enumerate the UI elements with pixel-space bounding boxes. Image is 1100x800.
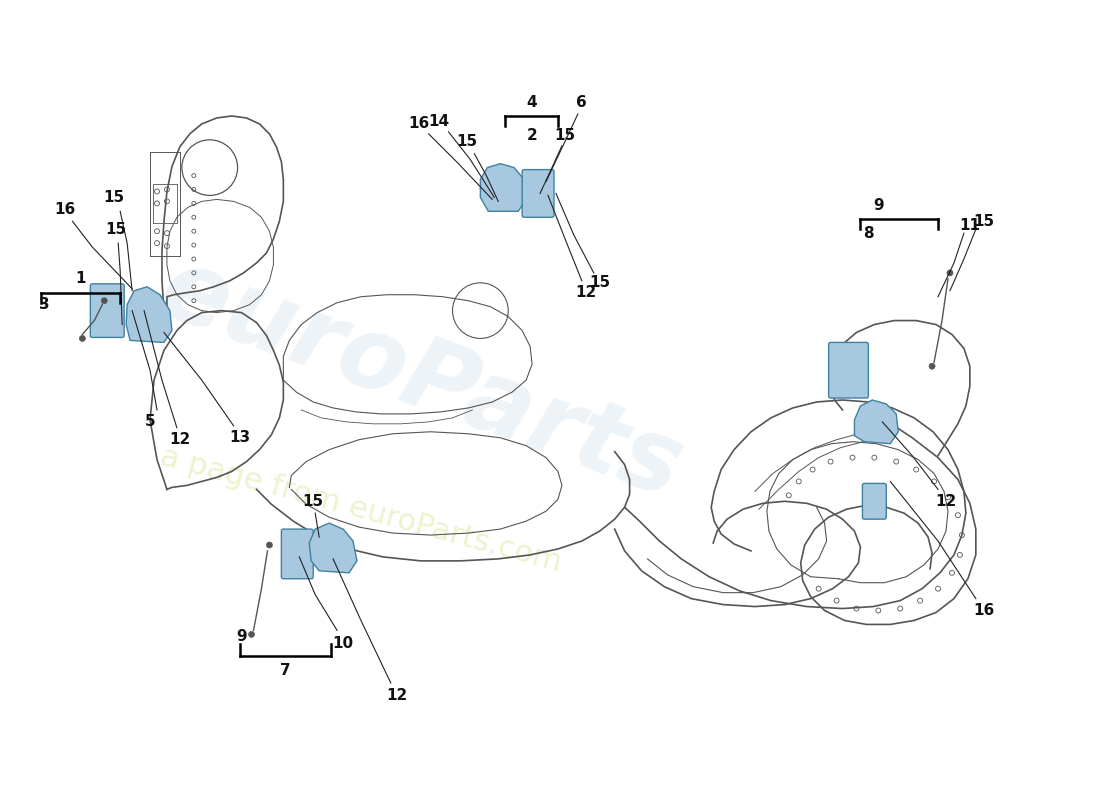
- FancyBboxPatch shape: [90, 284, 124, 338]
- FancyBboxPatch shape: [828, 342, 868, 398]
- Text: 15: 15: [302, 494, 323, 509]
- FancyBboxPatch shape: [522, 170, 554, 218]
- Text: 16: 16: [54, 202, 75, 217]
- Polygon shape: [309, 523, 358, 573]
- Text: 12: 12: [386, 689, 407, 703]
- Polygon shape: [126, 286, 172, 342]
- Text: 16: 16: [974, 603, 994, 618]
- Text: 15: 15: [455, 134, 477, 150]
- Text: 15: 15: [974, 214, 994, 229]
- Text: 12: 12: [575, 286, 596, 300]
- Text: euroParts: euroParts: [146, 241, 695, 519]
- Circle shape: [266, 542, 273, 548]
- Text: 16: 16: [408, 117, 429, 131]
- Text: 6: 6: [576, 94, 587, 110]
- Text: 11: 11: [959, 218, 980, 233]
- Text: 12: 12: [169, 432, 190, 447]
- Text: 3: 3: [40, 297, 49, 312]
- Text: 1: 1: [75, 271, 86, 286]
- Polygon shape: [855, 400, 899, 444]
- Text: 7: 7: [280, 662, 290, 678]
- Text: 9: 9: [873, 198, 883, 213]
- FancyBboxPatch shape: [862, 483, 887, 519]
- Text: 14: 14: [428, 114, 449, 130]
- Text: 15: 15: [106, 222, 127, 237]
- Text: 5: 5: [145, 414, 155, 430]
- Text: 4: 4: [527, 94, 538, 110]
- Text: 10: 10: [332, 636, 353, 650]
- Text: 9: 9: [236, 629, 246, 644]
- Circle shape: [101, 298, 107, 304]
- Text: 8: 8: [864, 226, 873, 241]
- FancyBboxPatch shape: [282, 529, 314, 578]
- Text: 2: 2: [527, 128, 538, 143]
- Text: 15: 15: [590, 275, 610, 290]
- Text: 15: 15: [103, 190, 124, 205]
- Polygon shape: [481, 164, 526, 211]
- Circle shape: [79, 335, 86, 342]
- Text: a page from euroParts.com: a page from euroParts.com: [157, 442, 564, 577]
- Text: 13: 13: [229, 430, 250, 446]
- Circle shape: [947, 270, 953, 276]
- Circle shape: [930, 363, 935, 370]
- Text: 15: 15: [554, 128, 575, 143]
- Circle shape: [249, 631, 254, 638]
- Text: 12: 12: [935, 494, 957, 509]
